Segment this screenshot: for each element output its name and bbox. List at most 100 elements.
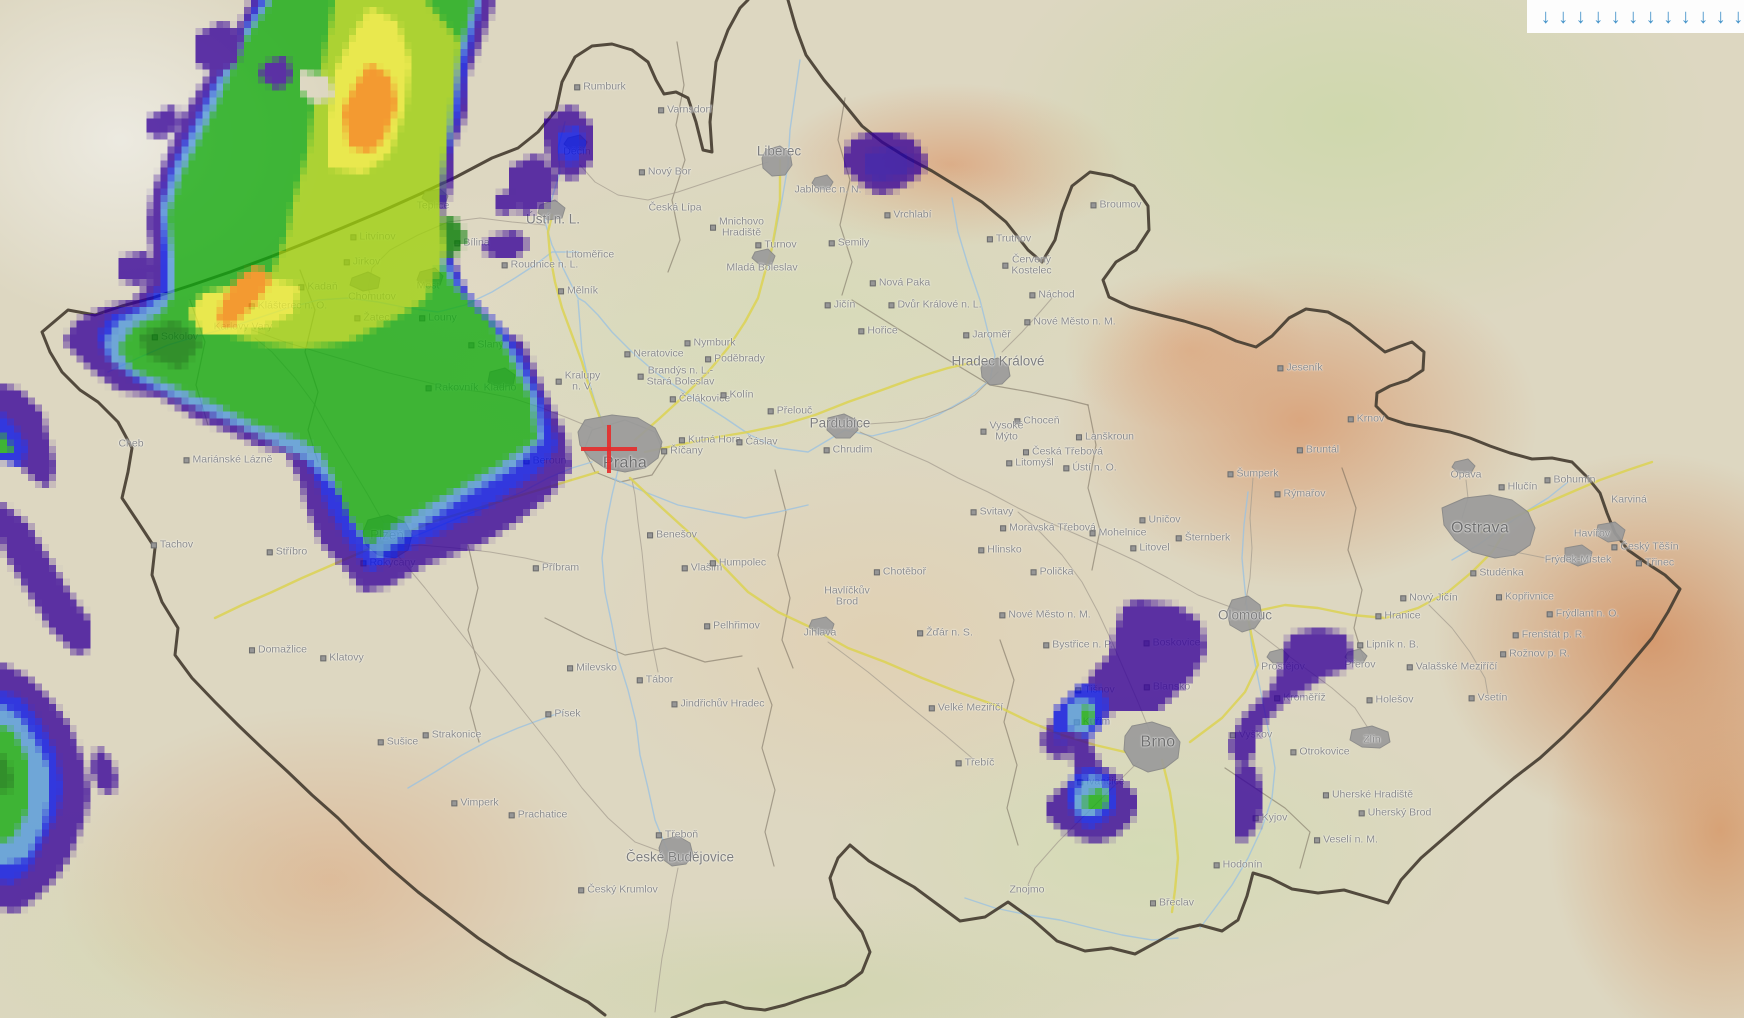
- town-dot: [767, 407, 774, 414]
- city-label-text: Kuřim: [1082, 715, 1111, 728]
- city-label-text: Praha: [602, 454, 648, 472]
- city-label-text: Nový Bor: [647, 165, 692, 178]
- city-label: Pelhřimov: [704, 619, 760, 631]
- city-label: Kyjov: [1252, 811, 1287, 823]
- city-label-text: Brno: [1140, 733, 1176, 751]
- city-label-text: Příbram: [541, 561, 580, 574]
- city-label-text: Šternberk: [1184, 531, 1231, 544]
- down-arrow-icon[interactable]: ↓: [1558, 5, 1569, 28]
- city-label: Havířov: [1574, 527, 1610, 539]
- city-label: Valašské Meziříčí: [1406, 660, 1498, 673]
- city-label-text: Valašské Meziříčí: [1415, 660, 1498, 673]
- city-label-text: Boskovice: [1152, 636, 1201, 649]
- city-label: Třebíč: [955, 756, 995, 769]
- down-arrow-icon[interactable]: ↓: [1733, 5, 1744, 28]
- city-label-text: Trutnov: [995, 232, 1032, 245]
- town-dot: [532, 564, 539, 571]
- city-label-text: Chrudim: [832, 443, 873, 456]
- city-label-text: Jablonec n. N.: [794, 183, 862, 196]
- city-label-text: Žatec: [363, 311, 390, 324]
- city-label: Klášterec n. O.: [248, 299, 327, 311]
- city-label: Milevsko: [567, 661, 617, 673]
- town-dot: [955, 759, 962, 766]
- city-label-text: Mělník: [567, 284, 598, 297]
- down-arrow-icon[interactable]: ↓: [1698, 5, 1709, 28]
- city-label: Mnichovo Hradiště: [710, 216, 764, 240]
- town-dot: [1213, 861, 1220, 868]
- city-label-text: Jeseník: [1286, 361, 1323, 374]
- city-label: Nový Jičín: [1400, 591, 1458, 603]
- down-arrow-icon[interactable]: ↓: [1540, 5, 1551, 28]
- down-arrow-icon[interactable]: ↓: [1593, 5, 1604, 28]
- city-label-text: Český Krumlov: [587, 883, 658, 896]
- city-label-text: Náchod: [1038, 288, 1075, 301]
- town-dot: [858, 327, 865, 334]
- city-label-text: Slaný: [477, 338, 504, 351]
- down-arrow-icon[interactable]: ↓: [1680, 5, 1691, 28]
- city-label: Česká Třebová: [1022, 445, 1104, 458]
- city-label: Vimperk: [451, 796, 499, 808]
- town-dot: [637, 374, 644, 380]
- city-label-text: Česká Třebová: [1031, 445, 1104, 458]
- city-label: Velké Meziříčí: [928, 701, 1003, 713]
- city-label: Náchod: [1029, 288, 1075, 301]
- city-label: Bruntál: [1296, 443, 1340, 456]
- city-label-text: Vyškov: [1238, 728, 1273, 741]
- down-arrow-icon[interactable]: ↓: [1645, 5, 1656, 28]
- city-label: Tachov: [150, 538, 193, 550]
- city-label-text: Turnov: [764, 238, 797, 251]
- city-label-text: České Budějovice: [625, 849, 735, 865]
- city-label: Jindřichův Hradec: [671, 697, 765, 709]
- down-arrow-icon[interactable]: ↓: [1610, 5, 1621, 28]
- city-label-text: Kadaň: [307, 280, 338, 293]
- city-label: Rýmařov: [1274, 487, 1326, 499]
- town-dot: [1500, 650, 1507, 657]
- city-label: Vysoké Mýto: [980, 420, 1024, 444]
- city-label: Přelouč: [767, 404, 812, 416]
- city-label: Chotěboř: [873, 565, 926, 577]
- town-dot: [523, 457, 530, 464]
- city-label: Hlučín: [1498, 480, 1537, 492]
- down-arrow-icon[interactable]: ↓: [1715, 5, 1726, 28]
- city-label: Nové Město n. M.: [1024, 315, 1116, 327]
- city-label-text: Hlinsko: [987, 543, 1022, 556]
- city-label-text: Stříbro: [275, 545, 308, 558]
- city-label-text: Třeboň: [664, 828, 699, 841]
- down-arrow-icon[interactable]: ↓: [1575, 5, 1586, 28]
- town-dot: [451, 799, 458, 806]
- town-dot: [1063, 464, 1070, 471]
- city-label-text: Kralupy n. V.: [564, 369, 601, 393]
- down-arrow-icon[interactable]: ↓: [1628, 5, 1639, 28]
- city-label: Louny: [419, 311, 457, 323]
- city-label-text: Děčín: [563, 145, 591, 158]
- city-label-text: Semily: [837, 236, 870, 249]
- town-dot: [1077, 778, 1084, 785]
- city-label: Jaroměř: [963, 328, 1011, 340]
- city-label-text: Nové Město n. M.: [1008, 608, 1091, 621]
- town-dot: [574, 83, 581, 90]
- city-label-text: Bílina: [463, 236, 490, 249]
- city-label-text: Hodonín: [1222, 858, 1263, 871]
- city-label: Kladno: [484, 381, 517, 393]
- city-label: Hradec Králové: [951, 354, 1044, 370]
- city-label: Přerov: [1345, 658, 1376, 670]
- city-label-text: Roudnice n. L.: [510, 258, 579, 271]
- city-label-text: Broumov: [1099, 198, 1142, 211]
- city-label-text: Třebíč: [964, 756, 995, 769]
- down-arrow-icon[interactable]: ↓: [1663, 5, 1674, 28]
- city-label-text: Červený Kostelec: [1011, 253, 1052, 277]
- timeline-arrow-bar[interactable]: ↓↓↓↓↓↓↓↓↓↓↓↓↓: [1527, 0, 1744, 33]
- city-label-text: Kroměříž: [1283, 691, 1326, 704]
- city-label: Kutná Hora: [678, 433, 741, 445]
- city-label: Hranice: [1375, 609, 1421, 621]
- city-label-text: Ústí n. L.: [525, 211, 581, 227]
- city-label-text: Holešov: [1375, 693, 1414, 706]
- town-dot: [248, 646, 255, 653]
- city-label-text: Bruntál: [1305, 443, 1340, 456]
- town-dot: [1498, 483, 1505, 490]
- city-label: Polička: [1030, 565, 1073, 577]
- city-label-text: Teplice: [416, 199, 450, 212]
- city-label-text: Jičín: [833, 298, 856, 311]
- city-label: Mladá Boleslav: [726, 261, 797, 273]
- city-label-text: Lipník n. B.: [1366, 638, 1419, 651]
